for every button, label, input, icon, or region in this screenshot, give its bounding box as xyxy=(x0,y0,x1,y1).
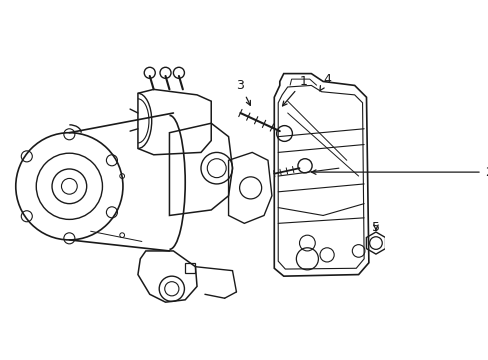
Text: 1: 1 xyxy=(282,75,307,106)
Text: 5: 5 xyxy=(371,221,379,234)
Text: 3: 3 xyxy=(236,79,250,105)
Text: 2: 2 xyxy=(311,166,488,179)
Text: 4: 4 xyxy=(319,73,330,91)
